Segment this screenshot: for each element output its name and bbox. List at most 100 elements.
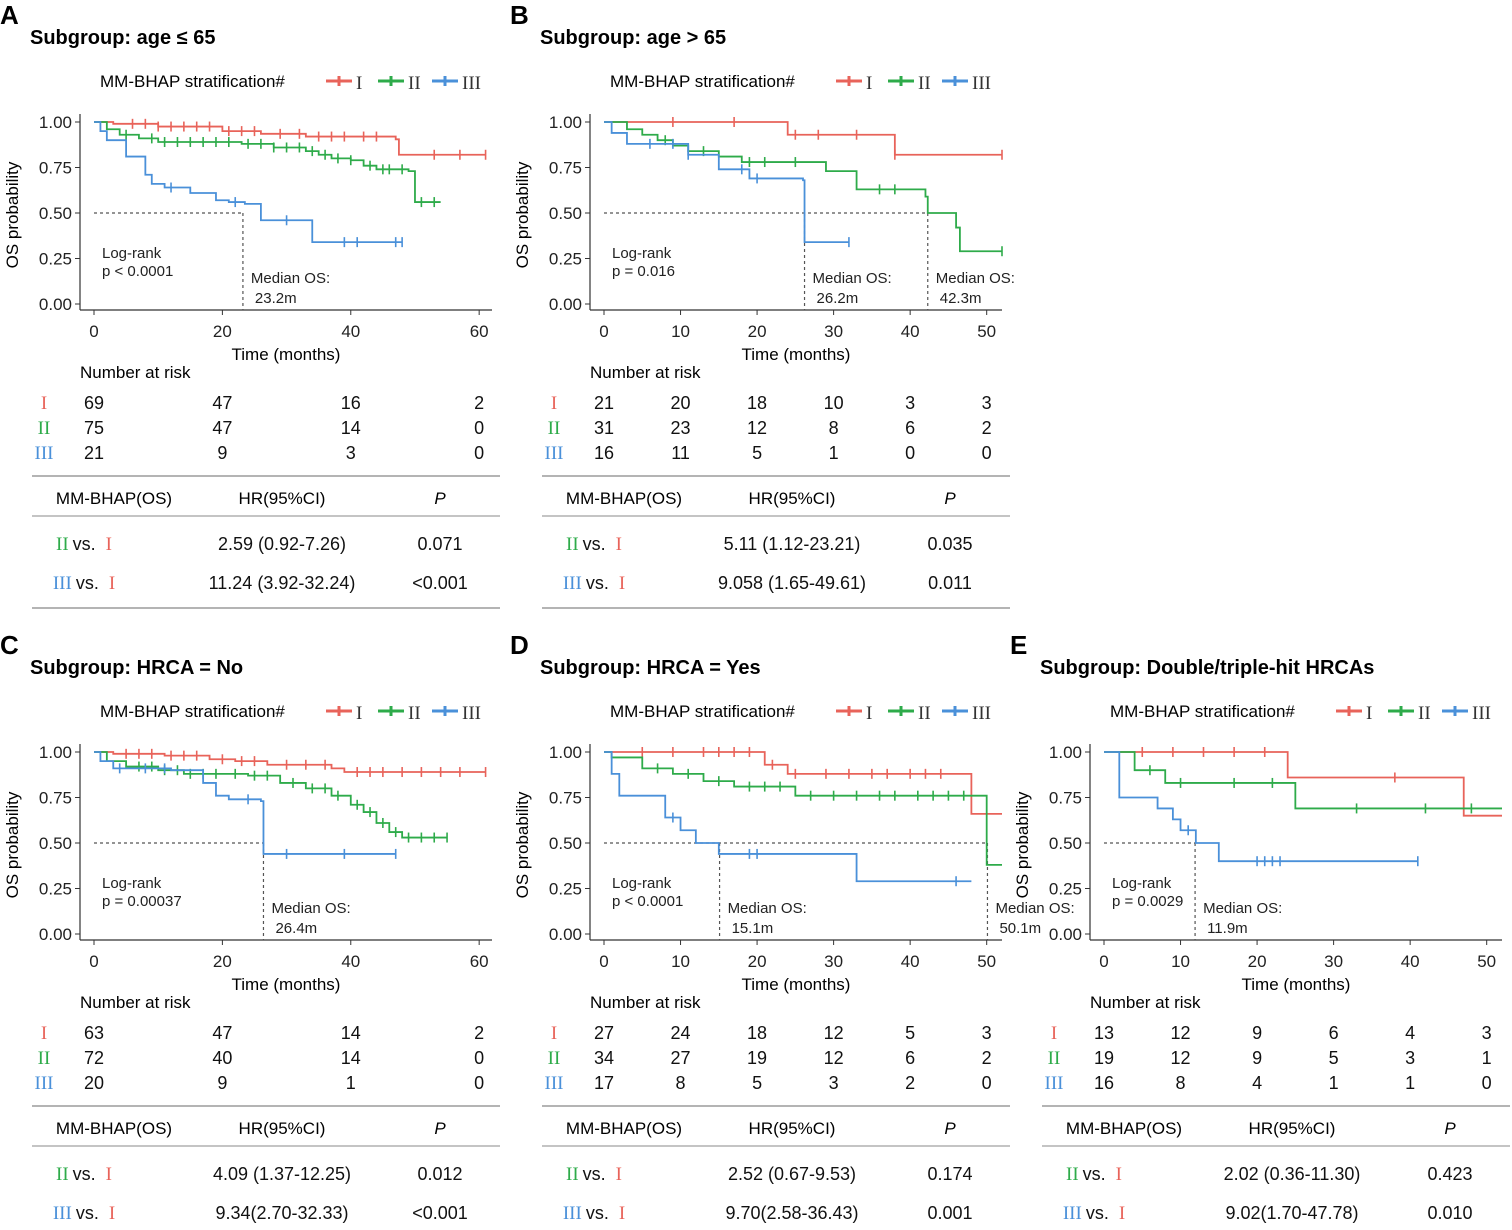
x-tick-label: 40 [341, 322, 360, 341]
risk-count: 5 [1329, 1048, 1339, 1068]
y-tick-label: 0.50 [549, 834, 582, 853]
hr-header: P [434, 489, 446, 508]
x-axis-label: Time (months) [232, 345, 341, 364]
hr-group-b: I [616, 534, 622, 555]
hr-group-b: I [619, 573, 625, 594]
risk-count: 3 [982, 393, 992, 413]
legend-label-III: III [972, 73, 991, 94]
legend-key-I [1336, 706, 1362, 716]
risk-count: 8 [829, 418, 839, 438]
risk-count: 14 [341, 418, 361, 438]
y-tick-label: 0.00 [1049, 925, 1082, 944]
risk-title: Number at risk [590, 993, 701, 1012]
legend: MM-BHAP stratification# I II III [100, 72, 481, 94]
legend-key-II [888, 76, 914, 86]
panel-c: C Subgroup: HRCA = No MM-BHAP stratificati… [0, 630, 500, 1230]
curve-II [604, 121, 1002, 253]
logrank-label: Log-rank [1112, 875, 1172, 892]
legend-label-II: II [918, 703, 931, 724]
risk-row-label-III: III [35, 1073, 54, 1094]
legend-title: MM-BHAP stratification# [610, 702, 795, 721]
risk-row-label-II: II [548, 418, 561, 439]
hr-p-value: 0.035 [927, 534, 972, 554]
y-axis-label: OS probability [1013, 791, 1032, 898]
median-value: 26.2m [817, 290, 859, 307]
x-tick-label: 50 [977, 952, 996, 971]
legend-key-III [942, 706, 968, 716]
risk-count: 14 [341, 1048, 361, 1068]
hr-group-a: II [56, 1164, 69, 1185]
x-tick-label: 20 [748, 322, 767, 341]
hr-value: 9.058 (1.65-49.61) [718, 573, 866, 593]
x-tick-label: 50 [1477, 952, 1496, 971]
hr-vs: vs. [583, 1164, 606, 1184]
hr-group-b: I [1116, 1164, 1122, 1185]
curve-II [1104, 751, 1502, 810]
risk-count: 1 [1329, 1073, 1339, 1093]
risk-count: 1 [1405, 1073, 1415, 1093]
legend-key-I [836, 706, 862, 716]
km-chart-c: C Subgroup: HRCA = No MM-BHAP stratificati… [0, 630, 500, 1224]
risk-count: 75 [84, 418, 104, 438]
risk-count: 3 [982, 1023, 992, 1043]
x-axis-label: Time (months) [742, 975, 851, 994]
y-tick-label: 0.25 [549, 880, 582, 899]
hr-group-b: I [109, 573, 115, 594]
x-tick-label: 0 [599, 322, 608, 341]
hr-comparison: II vs. I [56, 1164, 112, 1185]
risk-count: 27 [594, 1023, 614, 1043]
hr-p-value: 0.011 [928, 573, 972, 593]
hr-vs: vs. [586, 573, 609, 593]
legend-label-III: III [462, 73, 481, 94]
panel-a: A Subgroup: age ≤ 65 MM-BHAP stratificatio… [0, 0, 500, 609]
risk-count: 34 [594, 1048, 614, 1068]
risk-count: 0 [474, 1073, 484, 1093]
x-tick-label: 20 [213, 952, 232, 971]
risk-count: 3 [1482, 1023, 1492, 1043]
logrank-label: Log-rank [612, 245, 672, 262]
hr-vs: vs. [76, 573, 99, 593]
x-tick-label: 40 [901, 322, 920, 341]
y-tick-label: 0.25 [1049, 880, 1082, 899]
y-axis-label: OS probability [3, 161, 22, 268]
x-axis-label: Time (months) [1242, 975, 1351, 994]
risk-count: 21 [594, 393, 614, 413]
risk-count: 4 [1252, 1073, 1262, 1093]
x-tick-label: 60 [470, 322, 489, 341]
x-tick-label: 50 [977, 322, 996, 341]
legend-label-II: II [408, 703, 421, 724]
hr-header: MM-BHAP(OS) [1066, 1119, 1182, 1138]
legend: MM-BHAP stratification# I II III [610, 72, 991, 94]
hr-value: 5.11 (1.12-23.21) [724, 534, 861, 554]
risk-row-label-III: III [545, 1073, 564, 1094]
legend-label-I: I [866, 73, 872, 94]
hr-header: MM-BHAP(OS) [56, 1119, 172, 1138]
legend-label-II: II [918, 73, 931, 94]
hr-header: HR(95%CI) [1249, 1119, 1336, 1138]
x-tick-label: 20 [213, 322, 232, 341]
risk-count: 2 [474, 1023, 484, 1043]
risk-count: 10 [824, 393, 844, 413]
y-tick-label: 1.00 [549, 743, 582, 762]
legend-label-I: I [356, 73, 362, 94]
risk-count: 8 [676, 1073, 686, 1093]
hr-group-a: III [563, 573, 582, 594]
risk-count: 20 [671, 393, 691, 413]
risk-row-label-III: III [1045, 1073, 1064, 1094]
hr-vs: vs. [76, 1203, 99, 1223]
hr-vs: vs. [1086, 1203, 1109, 1223]
y-tick-label: 0.50 [549, 204, 582, 223]
risk-count: 5 [905, 1023, 915, 1043]
x-tick-label: 0 [89, 952, 98, 971]
median-label: Median OS: [936, 270, 1015, 287]
risk-count: 17 [594, 1073, 614, 1093]
km-chart-a: A Subgroup: age ≤ 65 MM-BHAP stratificatio… [0, 0, 500, 609]
hr-group-a: II [1066, 1164, 1079, 1185]
risk-count: 3 [346, 443, 356, 463]
curve-III [94, 751, 396, 855]
legend-title: MM-BHAP stratification# [100, 702, 285, 721]
km-chart-d: D Subgroup: HRCA = Yes MM-BHAP stratificat… [510, 630, 1075, 1224]
panel-title: Subgroup: Double/triple-hit HRCAs [1040, 657, 1374, 679]
panel-letter: C [0, 630, 19, 660]
legend-label-II: II [408, 73, 421, 94]
